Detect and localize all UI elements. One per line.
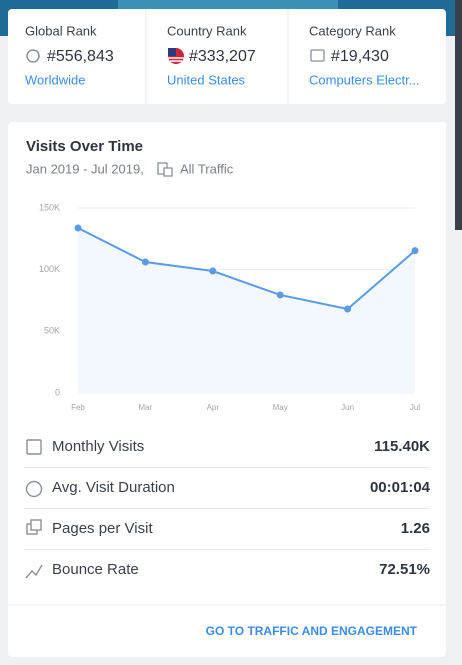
metric-label: Pages per Visit [52, 520, 153, 537]
point [141, 258, 149, 266]
chart-title: Visits Over Time [26, 138, 143, 155]
rank-value: #333,207 [189, 48, 256, 65]
y-tick-label: 0 [55, 387, 60, 397]
area [78, 227, 415, 393]
chart-subtitle: Jan 2019 - Jul 2019, [26, 161, 144, 176]
x-tick-label: Jun [341, 403, 354, 412]
rank-value: #19,430 [331, 48, 389, 65]
metric-label: Bounce Rate [52, 561, 139, 578]
scrollbar [455, 0, 462, 230]
rank-card [8, 9, 446, 104]
rank-label: Category Rank [309, 23, 396, 38]
traffic-filter[interactable]: All Traffic [180, 161, 234, 176]
footer-link[interactable]: GO TO TRAFFIC AND ENGAGEMENT [206, 624, 418, 638]
rank-label: Global Rank [25, 23, 97, 38]
rank-value: #556,843 [47, 48, 114, 65]
point [276, 291, 284, 299]
bounce-icon [25, 564, 43, 579]
pages-icon [30, 519, 42, 531]
globe-icon [26, 49, 40, 63]
x-tick-label: Feb [71, 403, 85, 412]
metric-value: 1.26 [401, 520, 430, 537]
metric-label: Monthly Visits [52, 438, 144, 455]
point [209, 267, 217, 275]
point [411, 247, 419, 255]
metric-value: 00:01:04 [370, 479, 431, 496]
point [344, 305, 352, 313]
metric-label: Avg. Visit Duration [52, 479, 175, 496]
x-tick-label: Apr [207, 403, 220, 412]
rank-link[interactable]: United States [167, 72, 246, 87]
device-icon [163, 167, 173, 177]
line [77, 227, 416, 311]
rank-label: Country Rank [167, 23, 247, 38]
y-tick-label: 50K [44, 326, 60, 336]
point [74, 224, 82, 232]
rank-link[interactable]: Worldwide [25, 72, 85, 87]
flag-canton [168, 48, 176, 56]
clock-icon [25, 480, 43, 498]
x-tick-label: Mar [139, 403, 153, 412]
calendar-icon [26, 439, 42, 455]
x-tick-label: Jul [410, 403, 420, 412]
y-tick-label: 150K [39, 202, 60, 212]
rank-link[interactable]: Computers Electr... [309, 72, 420, 87]
metric-value: 72.51% [379, 561, 430, 578]
x-tick-label: May [273, 403, 288, 412]
category-icon [310, 49, 325, 62]
metric-value: 115.40K [374, 438, 430, 455]
y-tick-label: 100K [39, 264, 60, 274]
